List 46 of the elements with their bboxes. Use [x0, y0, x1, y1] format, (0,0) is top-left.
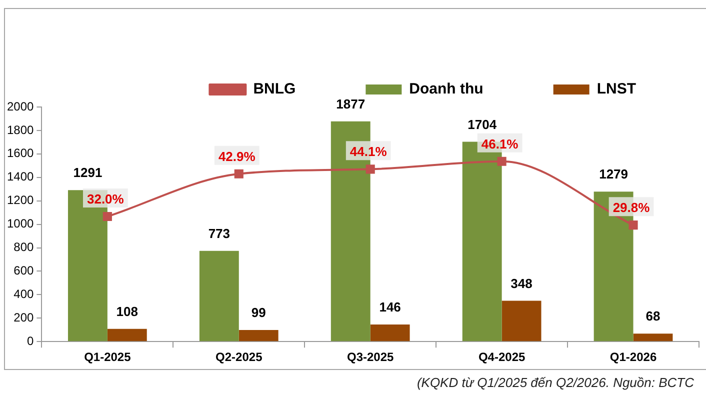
data-label: 68	[646, 308, 660, 324]
y-tick-label: 1800	[6, 122, 34, 137]
data-label: 146	[379, 300, 401, 315]
text: (KQKD từ Q1/2025 đến Q2/2026. Nguồn: BCTC	[416, 375, 694, 390]
bar	[633, 334, 673, 342]
point	[366, 164, 375, 174]
point	[102, 212, 112, 222]
data-label: 1704	[468, 116, 498, 132]
bar	[370, 324, 410, 342]
point	[628, 220, 638, 230]
y-tick-label: 400	[14, 286, 34, 301]
x-tick-label: Q4-2025	[478, 350, 526, 364]
y-tick-label: 0	[27, 334, 34, 348]
y-tick-label: 800	[14, 240, 34, 254]
y-tick-label: 1000	[6, 216, 34, 231]
data-label: 1877	[336, 96, 366, 112]
x-tick-label: Q1-2026	[610, 350, 657, 364]
data-label: 1291	[73, 165, 102, 180]
data-label: 99	[251, 305, 266, 320]
bar	[502, 300, 542, 342]
y-tick-label: 1200	[6, 193, 34, 208]
legend-label: BNLG	[253, 80, 296, 98]
legend-label: Doanh thu	[409, 80, 484, 98]
data-label: 32.0%	[86, 192, 124, 207]
legend-label: LNST	[596, 80, 636, 98]
bar	[199, 250, 239, 342]
data-label: 44.1%	[350, 144, 388, 160]
y-tick-label: 2000	[6, 99, 34, 114]
bar	[107, 328, 147, 342]
point	[497, 156, 506, 166]
data-label: 108	[116, 304, 138, 320]
data-label: 29.8%	[612, 200, 650, 216]
bar	[238, 330, 278, 342]
point	[234, 169, 244, 178]
y-tick-label: 1600	[6, 146, 34, 160]
data-label: 46.1%	[481, 136, 519, 152]
data-label: 773	[208, 226, 230, 242]
x-tick-label: Q3-2025	[346, 350, 394, 364]
y-tick-label: 600	[14, 264, 34, 278]
y-tick-label: 1400	[6, 170, 34, 184]
data-label: 1279	[599, 166, 628, 182]
x-tick-label: Q2-2025	[216, 350, 263, 364]
data-label: 348	[510, 276, 532, 291]
data-label: 42.9%	[218, 148, 256, 164]
x-tick-label: Q1-2025	[84, 350, 132, 364]
y-tick-label: 200	[14, 310, 34, 324]
